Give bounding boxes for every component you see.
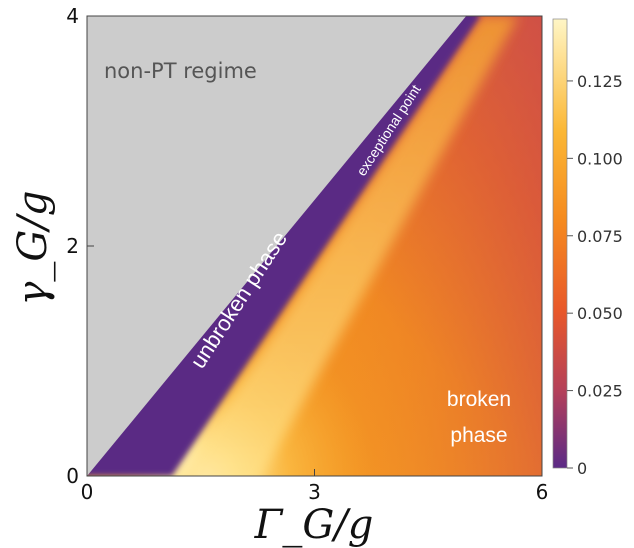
colorbar (552, 18, 568, 469)
colorbar-tick-label: 0.100 (577, 149, 623, 168)
x-tick-label: 6 (536, 480, 549, 504)
y-axis-ticks: 0 2 4 (66, 4, 94, 488)
colorbar-tick-label: 0.025 (577, 382, 623, 401)
x-tick-label: 0 (81, 480, 94, 504)
colorbar-tick-label: 0 (577, 459, 587, 478)
non-pt-region (87, 16, 467, 476)
broken-phase-label-line1: broken (447, 388, 511, 411)
colorbar-tick-label: 0.125 (577, 72, 623, 91)
x-axis-ticks: 0 3 6 (81, 469, 549, 504)
colorbar-tick-label: 0.075 (577, 227, 623, 246)
broken-phase-label-line2: phase (450, 424, 507, 447)
exceptional-line-glow (179, 16, 519, 476)
y-tick-label: 0 (66, 464, 79, 488)
non-pt-regime-label: non-PT regime (104, 59, 257, 83)
x-axis-label: Γ_G/g (254, 502, 374, 548)
colorbar-tick-label: 0.050 (577, 304, 623, 323)
plot-area (87, 16, 542, 476)
y-axis-label: γ_G/g (10, 191, 56, 306)
unbroken-phase-region (87, 16, 481, 476)
colorbar-ticks: 0 0.025 0.050 0.075 0.100 0.125 (567, 72, 623, 478)
y-tick-label: 2 (66, 234, 79, 258)
x-tick-label: 3 (308, 480, 321, 504)
y-tick-label: 4 (66, 4, 79, 28)
